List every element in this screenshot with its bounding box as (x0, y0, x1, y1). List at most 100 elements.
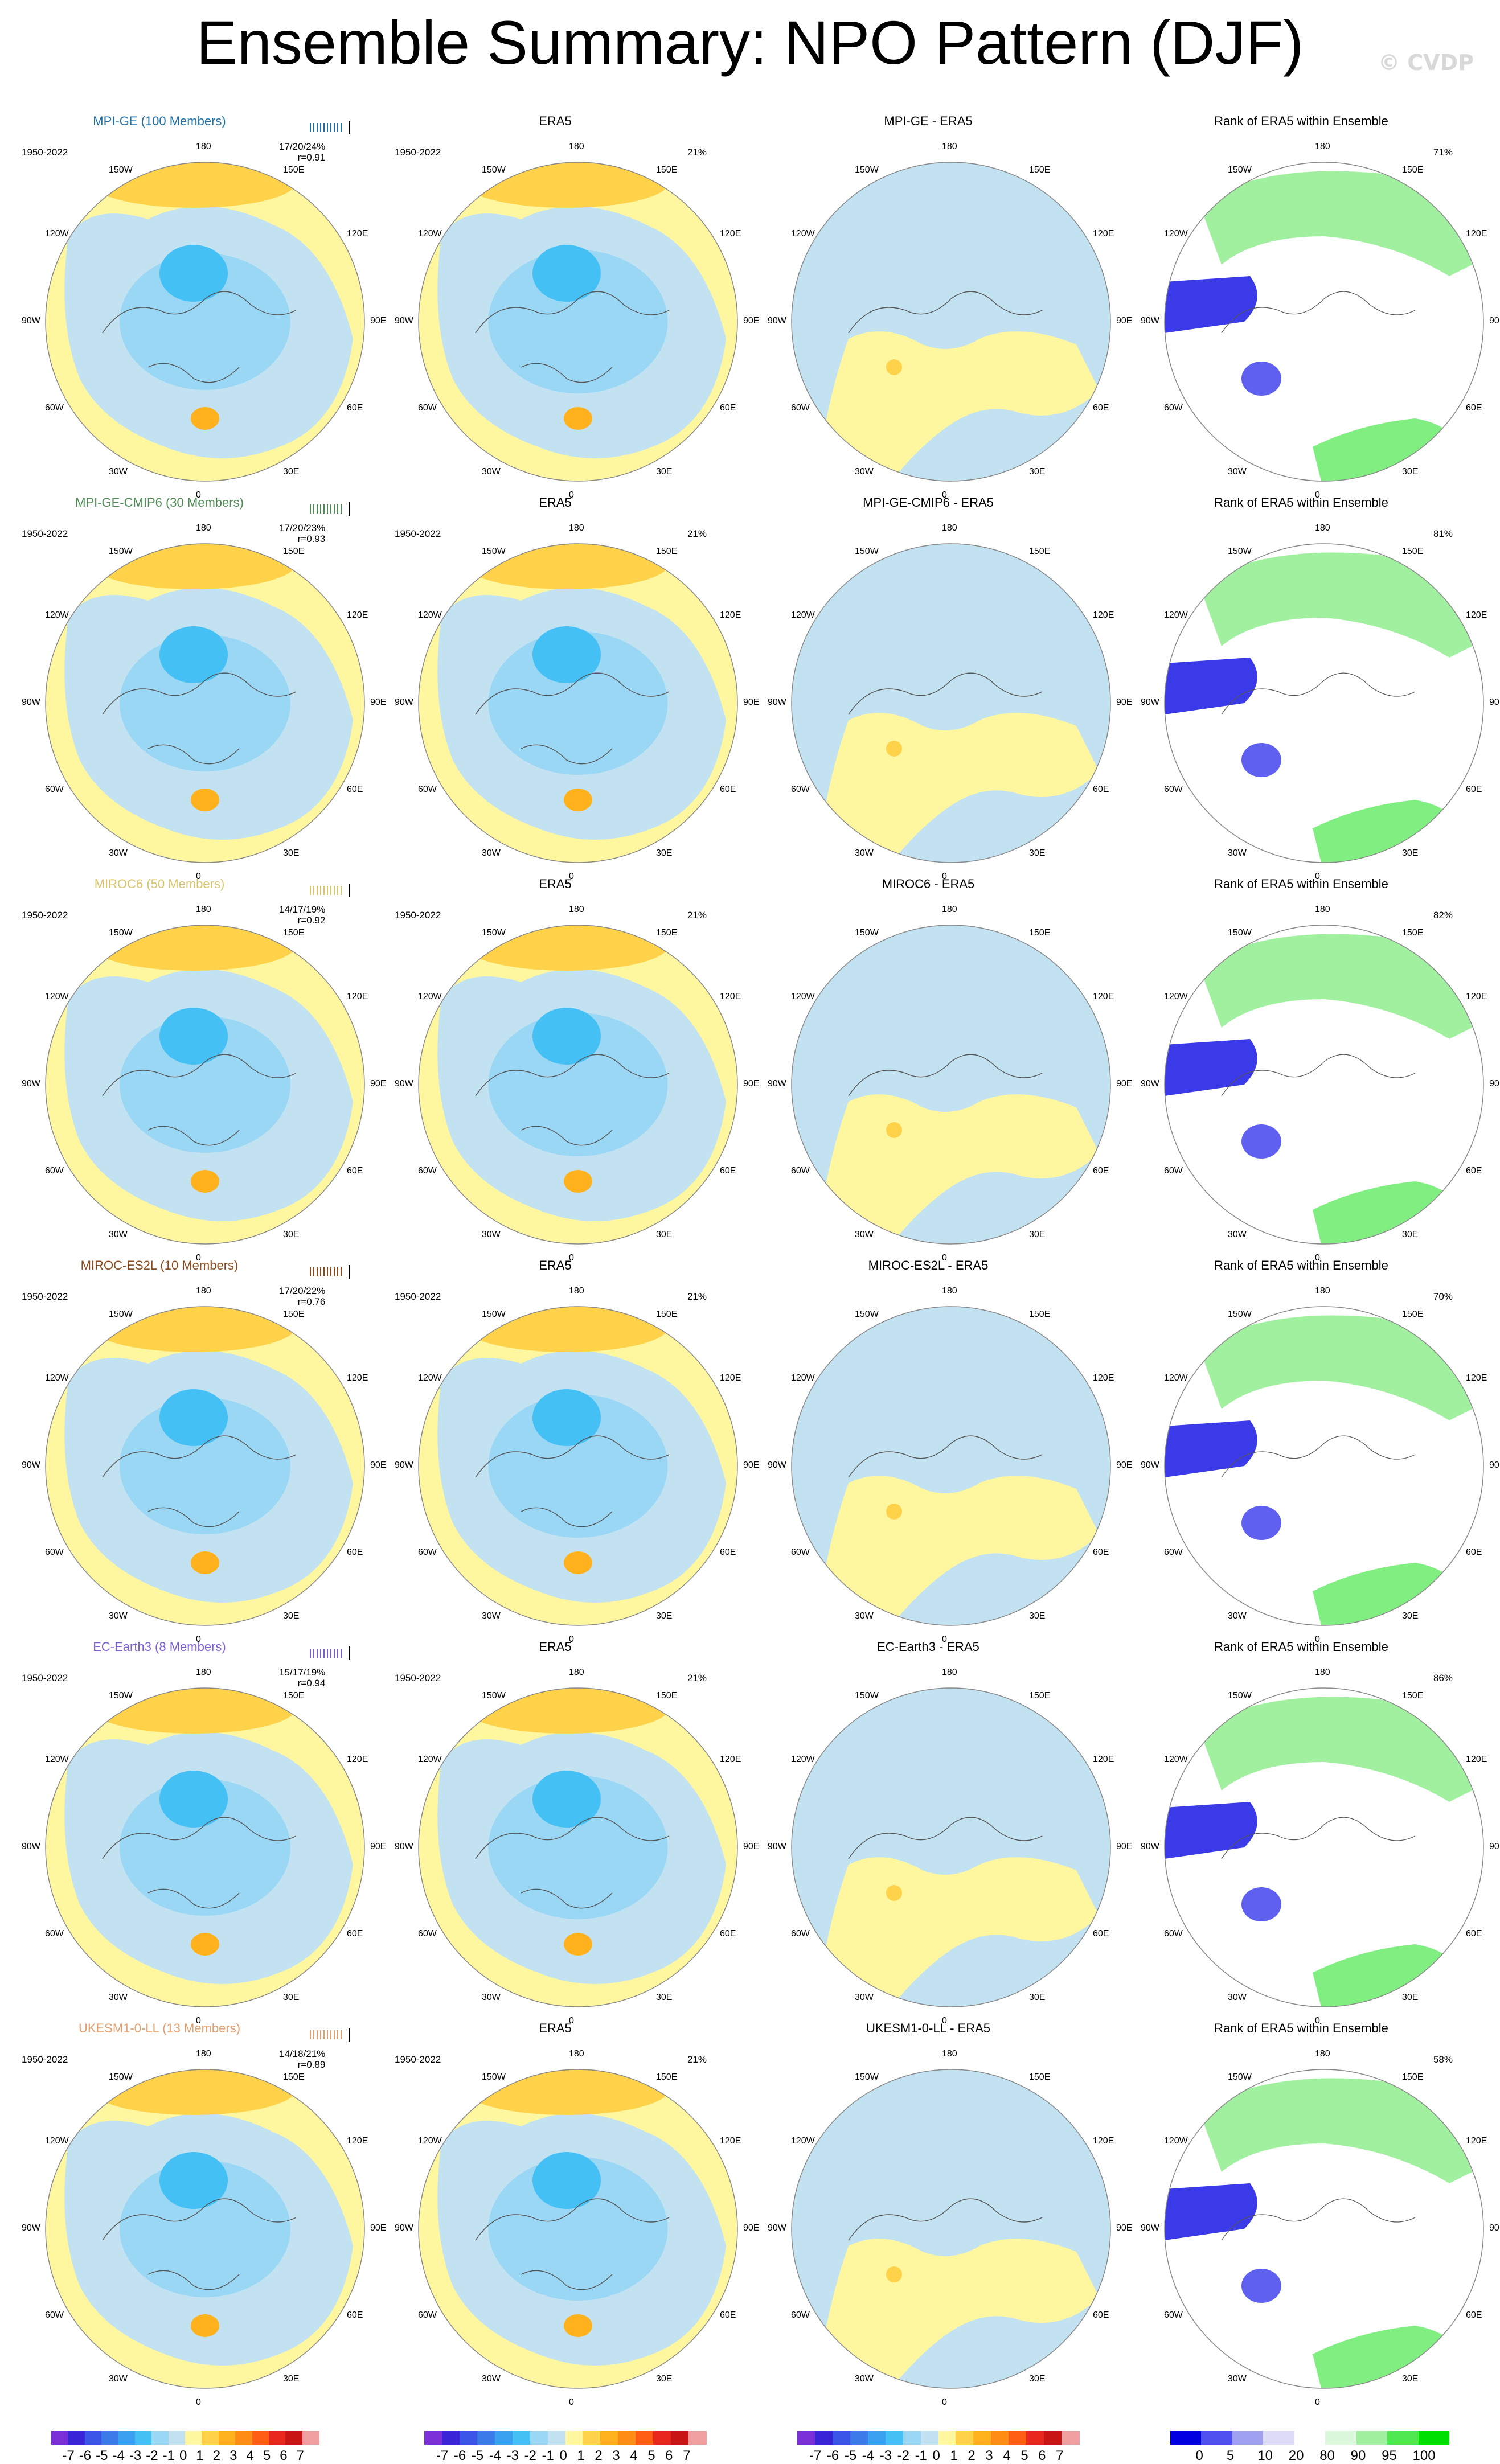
longitude-label: 30W (482, 467, 501, 477)
positive-spot (564, 1933, 592, 1956)
colorbar-cell (1201, 2431, 1233, 2445)
longitude-label: 180 (1315, 1668, 1330, 1677)
colorbar-cell (202, 2431, 219, 2445)
period-label: 1950-2022 (22, 1291, 68, 1302)
longitude-label: 180 (942, 142, 957, 151)
colorbar-cell (268, 2431, 286, 2445)
positive-spot (886, 1122, 902, 1138)
colorbar-label: -4 (862, 2448, 875, 2463)
colorbar-cell (218, 2431, 236, 2445)
longitude-label: 150W (109, 165, 133, 175)
longitude-label: 60W (417, 1166, 437, 1176)
longitude-label: 60E (720, 785, 736, 794)
longitude-label: 120E (720, 229, 741, 239)
longitude-label: 30E (1402, 2374, 1419, 2384)
colorbar-label: 0 (559, 2448, 567, 2463)
longitude-label: 150E (1029, 165, 1051, 175)
ensemble-stats: 14/18/21% r=0.89 (279, 2048, 325, 2070)
longitude-label: 60W (417, 2310, 437, 2320)
longitude-label: 150E (283, 1690, 305, 1701)
colorbar-cell (1044, 2431, 1062, 2445)
colorbar-label: -6 (453, 2448, 466, 2463)
longitude-label: 120E (720, 2136, 741, 2146)
longitude-label: 120W (1163, 992, 1188, 1001)
longitude-label: 30W (109, 848, 128, 858)
longitude-label: 90E (370, 1842, 387, 1851)
longitude-label: 90E (1489, 316, 1500, 326)
positive-field (814, 2239, 1099, 2388)
longitude-label: 0 (569, 490, 574, 500)
negative-core (120, 1016, 290, 1153)
longitude-label: 120E (1466, 1755, 1487, 1764)
period-label: 1950-2022 (22, 910, 68, 921)
longitude-label: 30E (1029, 467, 1046, 477)
colorbar-cell (636, 2431, 654, 2445)
longitude-label: 60W (417, 1929, 437, 1939)
percent-variance-range: 17/20/24% (279, 141, 326, 152)
period-label: 1950-2022 (22, 1673, 68, 1683)
coastline (1221, 1054, 1416, 1097)
longitude-label: 150W (855, 927, 879, 938)
longitude-label: 150E (1402, 546, 1424, 556)
coastline (102, 1817, 297, 1909)
positive-spot (886, 741, 902, 757)
longitude-label: 120W (417, 229, 442, 239)
coastline (475, 291, 670, 383)
rank-title: Rank of ERA5 within Ensemble (1214, 1640, 1388, 1654)
colorbar-cell (797, 2431, 815, 2445)
positive-lobe (464, 925, 669, 971)
longitude-label: 60W (44, 785, 64, 794)
longitude-label: 30W (482, 848, 501, 858)
colorbar-cell (973, 2431, 991, 2445)
longitude-label: 120W (44, 1755, 69, 1764)
polar-map (791, 543, 1111, 863)
longitude-label: 30W (855, 467, 874, 477)
polar-map (791, 162, 1111, 482)
longitude-label: 150E (656, 927, 678, 938)
colorbar-cell (84, 2431, 102, 2445)
colorbar-label: 3 (612, 2448, 620, 2463)
positive-spot (564, 407, 592, 430)
colorbar-label: 10 (1257, 2448, 1273, 2463)
positive-lobe (91, 925, 296, 971)
coastline (848, 1054, 1043, 1097)
era5-variance-percent: 21% (687, 2054, 707, 2065)
longitude-label: 60W (790, 1166, 810, 1176)
longitude-label: 120E (1093, 1755, 1114, 1764)
rank-title: Rank of ERA5 within Ensemble (1214, 877, 1388, 891)
longitude-label: 120W (790, 1755, 815, 1764)
longitude-label: 150W (855, 1690, 879, 1701)
rank-panel: Rank of ERA5 within Ensemble 82% 180 150E 12… (1130, 877, 1500, 1263)
positive-lobe (91, 1688, 296, 1734)
longitude-label: 120E (347, 1373, 368, 1383)
longitude-label: 0 (942, 872, 947, 881)
pattern-correlation: r=0.93 (297, 533, 326, 544)
longitude-label: 30W (482, 1611, 501, 1621)
map-boundary (791, 925, 1111, 1245)
longitude-label: 120W (44, 610, 69, 620)
map-boundary (45, 1306, 365, 1626)
longitude-label: 60W (1163, 785, 1183, 794)
polar-map (45, 543, 365, 863)
coastline (848, 1817, 1043, 1859)
longitude-label: 150E (1029, 927, 1051, 938)
low-rank-spot (1241, 743, 1281, 777)
polar-map (791, 1687, 1111, 2007)
era5-title: ERA5 (539, 877, 572, 891)
colorbar-cell (618, 2431, 636, 2445)
colorbar-cell (583, 2431, 601, 2445)
longitude-label: 180 (196, 1286, 211, 1296)
colorbar-label: 1 (196, 2448, 204, 2463)
ensemble-stats: 17/20/23% r=0.93 (279, 523, 325, 544)
longitude-label: 30W (482, 1230, 501, 1239)
negative-max (159, 626, 228, 683)
colorbar-cell (134, 2431, 152, 2445)
high-rank-region (1199, 1697, 1472, 1802)
colorbar-label: 0 (932, 2448, 940, 2463)
longitude-label: 30E (283, 1993, 300, 2002)
model-pattern-panel: MPI-GE (100 Members) 1950-2022 17/20/24% r=… (11, 114, 386, 500)
longitude-label: 30E (656, 1993, 673, 2002)
longitude-label: 30W (855, 1230, 874, 1239)
colorbar-cell (1387, 2431, 1419, 2445)
